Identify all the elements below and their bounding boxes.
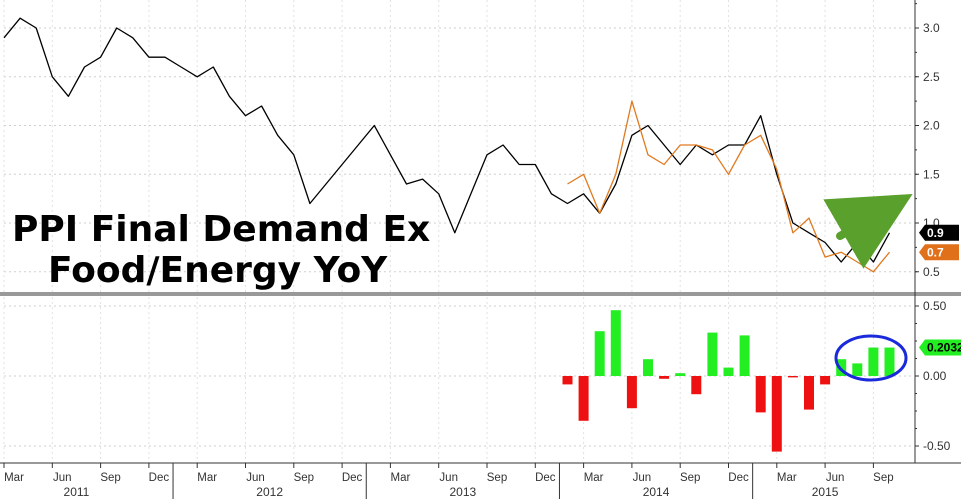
chart-title-line-1: PPI Final Demand Ex [12,209,430,250]
x-month-label: Mar [197,472,217,484]
bar [626,376,637,409]
x-month-label: Sep [100,472,120,484]
bar [739,335,750,376]
x-month-label: Jun [246,472,265,484]
top-y-tick-label: 1.5 [923,167,940,181]
bottom-panel-bars [562,310,895,452]
bar [659,376,670,379]
bar [594,331,605,376]
x-month-label: Dec [535,472,556,484]
last-value-tag-green-bg [919,339,961,356]
bar [562,376,573,385]
last-value-tag-green-text: 0.2032 [927,341,961,355]
bar [643,359,653,376]
bottom-y-tick-label: 0.50 [923,299,947,313]
panel-separator [0,292,961,296]
x-year-label: 2015 [812,485,839,499]
bottom-panel-gridlines [3,297,914,463]
x-month-label: Sep [294,472,314,484]
x-year-label: 2012 [256,485,283,499]
x-month-label: Jun [439,472,458,484]
bottom-y-tick-label: -0.50 [923,439,951,453]
bar [771,376,782,452]
x-month-label: Dec [149,472,170,484]
bottom-panel-y-ticks: 0.50 0.00 -0.50 [915,299,951,453]
last-value-tag-orange-bg [919,244,959,261]
x-year-label: 2013 [449,485,476,499]
x-month-label: Mar [777,472,797,484]
last-value-tag-black-bg [919,224,959,241]
bar [578,376,589,421]
annotations [823,193,913,382]
bar [707,332,718,376]
x-month-label: Jun [826,472,845,484]
highlight-ellipse [834,334,908,382]
x-month-label: Dec [728,472,749,484]
x-year-label: 2011 [64,485,90,499]
bar [755,376,766,413]
last-value-tag-green: 0.2032 [919,339,961,356]
x-month-label: Mar [584,472,604,484]
bar [852,363,863,376]
series-line-black [3,17,891,263]
x-month-label: Mar [390,472,410,484]
bar [804,376,814,410]
x-axis-labels: Mar Jun Sep Dec Mar Jun Sep Dec Mar Jun Sep Dec Mar J… [3,463,894,499]
bar [884,347,895,376]
x-year-label: 2014 [643,485,670,499]
x-month-label: Jun [633,472,652,484]
top-y-tick-label: 0.5 [923,265,940,279]
top-y-tick-label: 2.0 [923,119,940,133]
top-y-tick-label: 3.0 [923,21,940,35]
x-month-label: Sep [487,472,507,484]
x-month-label: Sep [873,472,893,484]
last-value-tag-black-text: 0.9 [927,226,944,240]
bottom-y-tick-label: 0.00 [923,369,947,383]
top-y-tick-label: 2.5 [923,70,940,84]
bar [691,376,702,395]
x-month-label: Jun [53,472,72,484]
bar [820,376,831,385]
bar [868,347,879,376]
x-month-label: Sep [680,472,700,484]
bar [610,310,621,376]
x-month-label: Dec [342,472,363,484]
chart-title-line-2: Food/Energy YoY [48,250,388,291]
bar [723,367,734,376]
last-value-tag-orange: 0.7 [919,244,959,261]
trend-arrow [823,193,913,269]
last-value-tag-orange-text: 0.7 [927,245,944,259]
bar [675,373,686,376]
last-value-tags: 0.9 0.7 0.2032 [919,224,961,356]
last-value-tag-black: 0.9 [919,224,959,241]
x-month-label: Mar [4,472,24,484]
bar [787,376,798,378]
